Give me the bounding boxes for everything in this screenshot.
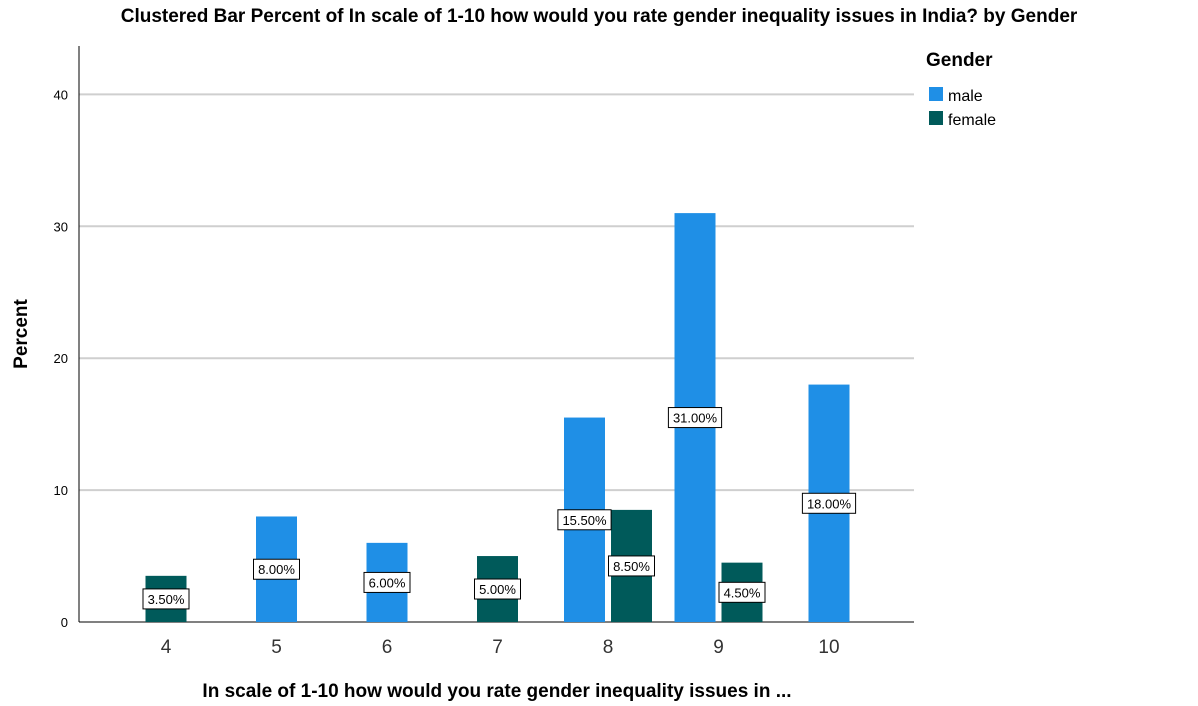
y-tick-label: 30 <box>54 219 68 234</box>
legend: Gender male female <box>926 50 996 129</box>
y-tick-label: 40 <box>54 87 68 102</box>
data-label-box <box>801 492 857 514</box>
data-label-text: 15.50% <box>562 513 607 528</box>
data-label: 18.00% <box>801 492 857 514</box>
legend-label-female: female <box>948 112 996 129</box>
y-tick-labels: 0 10 20 30 40 <box>54 87 68 630</box>
data-label-box <box>667 407 723 429</box>
data-label: 8.00% <box>253 558 300 580</box>
y-tick-label: 20 <box>54 351 68 366</box>
data-label-box <box>608 555 655 577</box>
data-label: 5.00% <box>474 578 521 600</box>
x-tick-label: 8 <box>603 637 614 658</box>
data-label: 4.50% <box>718 581 766 603</box>
data-label-box <box>557 509 612 531</box>
x-tick-label: 5 <box>271 637 282 658</box>
x-axis-title: In scale of 1-10 how would you rate gend… <box>202 681 791 702</box>
data-label-text: 4.50% <box>724 585 761 600</box>
data-label-text: 8.50% <box>613 559 650 574</box>
x-tick-label: 9 <box>713 637 724 658</box>
data-label-box <box>253 558 300 580</box>
chart-title: Clustered Bar Percent of In scale of 1-1… <box>120 6 1078 27</box>
x-tick-label: 7 <box>492 637 503 658</box>
legend-swatch-male <box>929 87 943 101</box>
data-label: 15.50% <box>557 509 612 531</box>
legend-swatch-female <box>929 111 943 125</box>
x-tick-label: 10 <box>818 637 839 658</box>
data-label-text: 5.00% <box>479 582 516 597</box>
data-label-text: 8.00% <box>258 562 295 577</box>
data-label: 31.00% <box>667 407 723 429</box>
data-label-text: 3.50% <box>148 592 185 607</box>
y-axis-title: Percent <box>11 298 32 368</box>
data-label-box <box>474 578 521 600</box>
data-label-box <box>718 581 766 603</box>
x-tick-labels: 4 5 6 7 8 9 10 <box>161 637 840 658</box>
x-tick-label: 6 <box>382 637 393 658</box>
bars <box>145 213 850 623</box>
y-tick-label: 10 <box>54 483 68 498</box>
legend-label-male: male <box>948 88 983 105</box>
y-tick-label: 0 <box>61 615 68 630</box>
data-label: 8.50% <box>608 555 655 577</box>
data-label: 3.50% <box>142 588 190 610</box>
axes <box>78 46 914 623</box>
data-label-box <box>363 571 411 593</box>
data-label-box <box>142 588 190 610</box>
legend-title: Gender <box>926 50 993 71</box>
data-label-text: 31.00% <box>673 411 718 426</box>
data-label-text: 18.00% <box>807 496 852 511</box>
gridlines <box>79 93 914 492</box>
data-label: 6.00% <box>363 571 411 593</box>
data-label-text: 6.00% <box>369 575 406 590</box>
x-tick-label: 4 <box>161 637 172 658</box>
data-labels: 3.50% 8.00% 6.00% 5.00% 15.50% 8.50% 31.00% 4.5… <box>142 407 857 610</box>
